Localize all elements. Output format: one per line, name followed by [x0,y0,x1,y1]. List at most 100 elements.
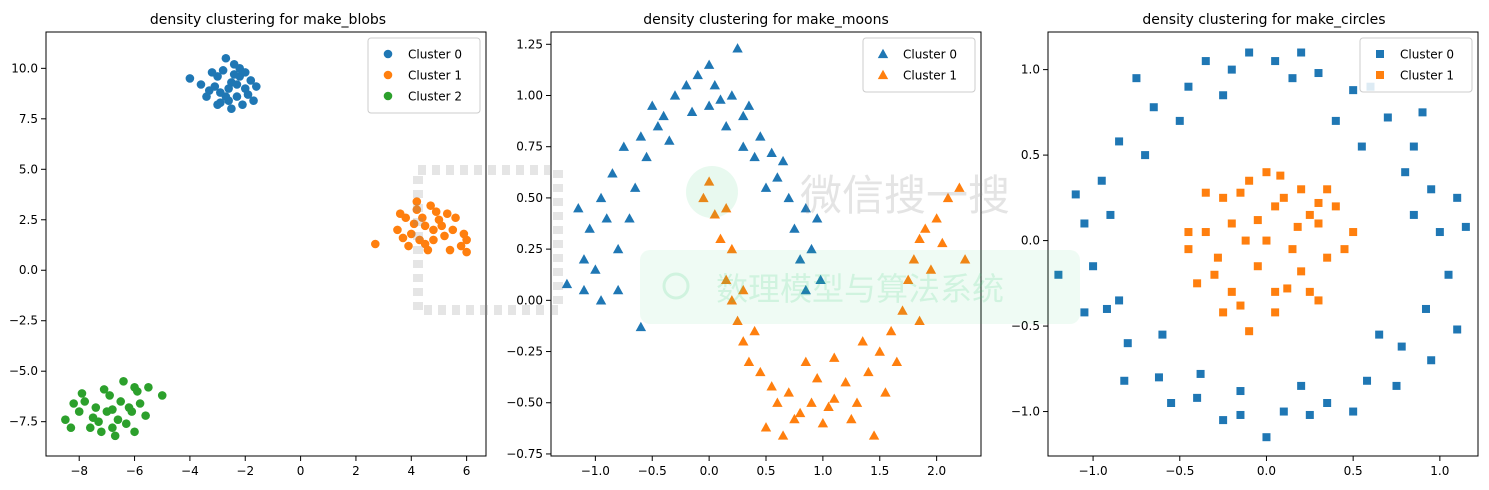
watermark: 微信搜一搜 数理模型与算法系统 [413,165,1080,324]
data-point [641,151,652,162]
data-point [121,419,131,428]
data-point [1245,327,1254,336]
data-point [1297,381,1306,390]
data-point [624,213,635,223]
legend-marker [1376,71,1384,79]
data-point [772,172,783,182]
y-tick-label: −0.25 [506,345,543,359]
y-tick-label: −7.5 [9,415,38,429]
data-point [681,80,692,90]
data-point [817,418,829,428]
y-tick-label: 2.5 [19,213,38,227]
data-point [1227,219,1236,228]
x-tick-label: 0.0 [1257,464,1276,478]
data-point [232,80,242,89]
data-point [440,231,449,241]
data-point [755,366,766,377]
data-point [442,209,452,219]
data-point [218,66,228,75]
data-point [1193,393,1202,402]
y-tick-label: 0.0 [19,263,38,277]
x-tick-label: 4 [407,464,415,478]
legend-label: Cluster 2 [408,90,462,104]
data-point [931,213,942,223]
data-point [738,141,749,151]
data-point [794,254,806,264]
legend-marker [383,49,393,59]
data-point [431,207,441,216]
data-point [1080,308,1089,317]
data-point [664,135,675,145]
data-point [942,192,954,203]
data-point [1219,193,1228,202]
data-point [806,397,817,407]
subplot-make-blobs: density clustering for make_blobs −8 −6 −4… [9,12,487,478]
data-point [789,413,800,424]
data-point [885,325,897,336]
data-point [902,274,914,285]
data-point [1210,270,1219,279]
data-point [130,427,139,437]
data-point [925,264,937,274]
data-point [823,401,834,412]
data-point [851,397,863,407]
data-point [196,80,206,89]
y-tick-label: −0.50 [506,396,543,410]
series-2 [61,376,167,441]
data-point [1305,410,1314,419]
data-point [789,223,800,233]
y-tick-label: 0.75 [516,140,543,154]
data-point [1219,308,1228,317]
data-point [891,356,903,366]
data-point [1253,262,1262,271]
data-point [863,366,874,377]
data-point [462,247,471,257]
data-point [77,389,87,398]
data-point [1184,82,1193,91]
data-point [1201,57,1210,66]
data-point [720,121,732,131]
data-point [412,205,422,214]
data-point [1245,48,1254,57]
y-tick-label: 7.5 [19,112,38,126]
legend-label: Cluster 1 [408,69,462,83]
data-point [1349,228,1358,237]
data-point [133,387,142,396]
data-point [1331,202,1340,211]
data-point [1421,304,1430,313]
data-point [202,92,211,101]
data-point [846,413,857,424]
data-point [573,202,584,213]
data-point [246,76,256,85]
data-point [766,381,777,391]
data-point [595,192,607,203]
data-point [1054,270,1063,279]
legend-marker [383,91,393,101]
data-point [1071,190,1080,199]
data-point [914,315,925,325]
data-point [395,209,405,219]
subplot-title: density clustering for make_blobs [150,12,386,28]
data-point [85,423,95,433]
series-0 [1054,48,1470,442]
legend-label: Cluster 0 [903,48,957,62]
data-point [1227,65,1236,74]
data-point [1097,176,1106,185]
data-point [755,131,766,141]
data-point [141,411,150,420]
data-point [157,391,167,400]
legend: Cluster 0 Cluster 1 [862,37,976,93]
y-tick-label: −0.5 [1011,319,1040,333]
data-point [1293,222,1302,231]
data-point [227,104,236,114]
data-point [1418,108,1427,117]
data-point [1314,219,1323,228]
data-point [829,393,840,403]
data-point [1262,168,1271,177]
data-point [451,213,460,223]
data-point [1149,103,1158,112]
data-point [1158,330,1167,339]
data-point [607,168,618,178]
data-point [1314,198,1323,207]
data-point [418,213,427,223]
